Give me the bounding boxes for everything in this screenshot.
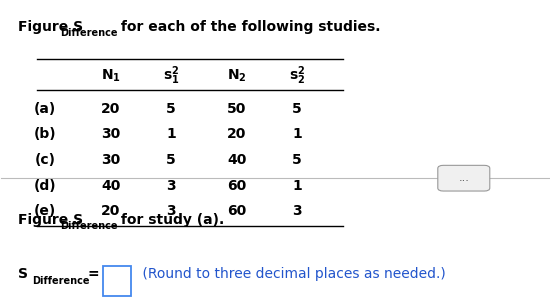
Text: (d): (d): [34, 179, 57, 193]
Text: Difference: Difference: [60, 28, 118, 38]
Text: 40: 40: [227, 153, 246, 167]
Text: Difference: Difference: [32, 276, 90, 286]
Text: 3: 3: [166, 179, 176, 193]
Text: Figure S: Figure S: [18, 20, 83, 34]
Text: (Round to three decimal places as needed.): (Round to three decimal places as needed…: [138, 267, 446, 281]
Text: 20: 20: [101, 102, 120, 116]
Text: Figure S: Figure S: [18, 213, 83, 227]
Text: 1: 1: [292, 127, 302, 141]
Text: =: =: [88, 267, 100, 281]
Text: $\mathbf{N_1}$: $\mathbf{N_1}$: [101, 67, 121, 84]
Text: 1: 1: [166, 127, 176, 141]
Text: $\mathbf{N_2}$: $\mathbf{N_2}$: [227, 67, 246, 84]
Text: 1: 1: [292, 179, 302, 193]
Text: 30: 30: [101, 153, 120, 167]
Text: (b): (b): [34, 127, 57, 141]
Text: 5: 5: [166, 102, 176, 116]
Text: for each of the following studies.: for each of the following studies.: [116, 20, 381, 34]
Text: for study (a).: for study (a).: [116, 213, 224, 227]
Text: (c): (c): [35, 153, 56, 167]
Text: 3: 3: [292, 204, 302, 218]
Text: 30: 30: [101, 127, 120, 141]
Text: (e): (e): [34, 204, 56, 218]
Text: 60: 60: [227, 204, 246, 218]
Text: (a): (a): [34, 102, 56, 116]
FancyBboxPatch shape: [103, 266, 131, 296]
Text: 3: 3: [166, 204, 176, 218]
Text: $\mathbf{s_2^2}$: $\mathbf{s_2^2}$: [289, 64, 305, 87]
Text: Difference: Difference: [60, 221, 118, 231]
Text: 5: 5: [292, 153, 302, 167]
Text: $\mathbf{s_1^2}$: $\mathbf{s_1^2}$: [163, 64, 179, 87]
Text: 5: 5: [292, 102, 302, 116]
Text: 40: 40: [101, 179, 120, 193]
Text: 50: 50: [227, 102, 246, 116]
Text: S: S: [18, 267, 28, 281]
FancyBboxPatch shape: [438, 165, 490, 191]
Text: 60: 60: [227, 179, 246, 193]
Text: 20: 20: [227, 127, 246, 141]
Text: 20: 20: [101, 204, 120, 218]
Text: 5: 5: [166, 153, 176, 167]
Text: ...: ...: [458, 173, 469, 183]
